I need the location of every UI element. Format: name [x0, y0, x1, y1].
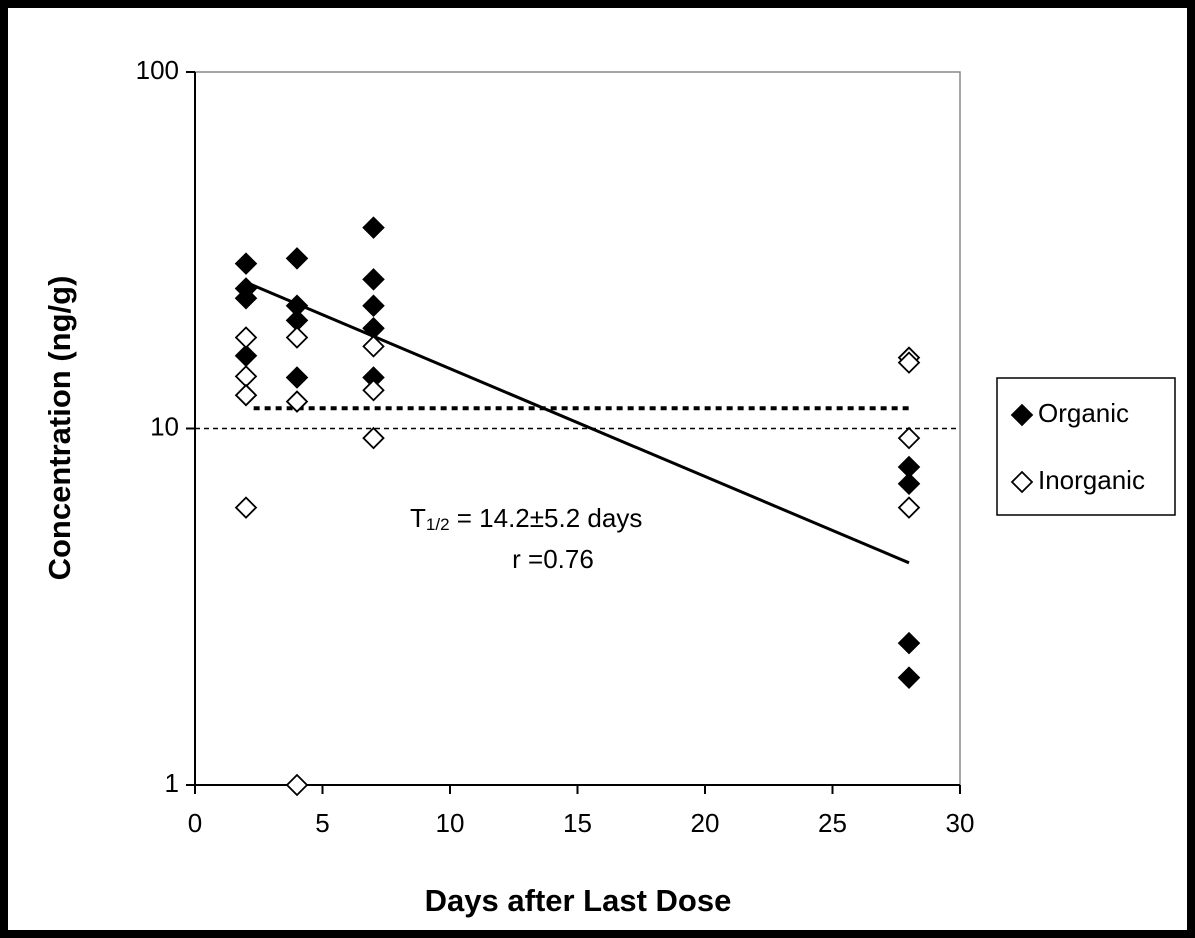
- x-tick-label: 5: [315, 808, 329, 838]
- marker: [362, 294, 385, 317]
- marker: [285, 326, 309, 349]
- marker: [897, 496, 921, 519]
- marker: [897, 472, 921, 495]
- marker: [897, 426, 921, 450]
- marker: [234, 326, 258, 349]
- marker: [362, 335, 385, 358]
- marker: [362, 216, 385, 239]
- marker: [362, 268, 385, 291]
- legend-label: Organic: [1038, 398, 1129, 428]
- marker: [234, 252, 258, 275]
- marker: [362, 379, 385, 402]
- legend-label: Inorganic: [1038, 465, 1145, 495]
- x-tick-label: 25: [818, 808, 847, 838]
- marker: [285, 390, 309, 413]
- marker: [285, 366, 309, 389]
- marker: [897, 666, 921, 689]
- x-tick-label: 15: [563, 808, 592, 838]
- marker: [285, 773, 309, 797]
- marker: [362, 426, 385, 450]
- marker: [897, 631, 921, 655]
- x-tick-label: 20: [691, 808, 720, 838]
- marker: [234, 286, 258, 310]
- annotation: T1/2 = 14.2±5.2 days: [410, 503, 642, 535]
- x-tick-label: 10: [436, 808, 465, 838]
- y-tick-label: 100: [136, 55, 179, 85]
- line-solid: [245, 280, 910, 565]
- y-tick-label: 1: [165, 768, 179, 798]
- y-axis-title: Concentration (ng/g): [42, 276, 77, 581]
- marker: [234, 383, 258, 407]
- annotation-text: T: [410, 503, 426, 533]
- legend-marker: [1010, 470, 1034, 494]
- annotation-text: = 14.2±5.2 days: [450, 503, 643, 533]
- x-tick-label: 0: [188, 808, 202, 838]
- marker: [285, 247, 309, 270]
- marker: [234, 496, 258, 519]
- x-tick-label: 30: [946, 808, 975, 838]
- marker: [897, 351, 921, 374]
- annotation-subscript: 1/2: [426, 515, 450, 534]
- legend-marker: [1010, 403, 1034, 427]
- x-axis-title: Days after Last Dose: [425, 883, 732, 918]
- y-tick-label: 10: [150, 411, 179, 441]
- annotation: r =0.76: [512, 544, 594, 574]
- legend-box: [996, 377, 1176, 516]
